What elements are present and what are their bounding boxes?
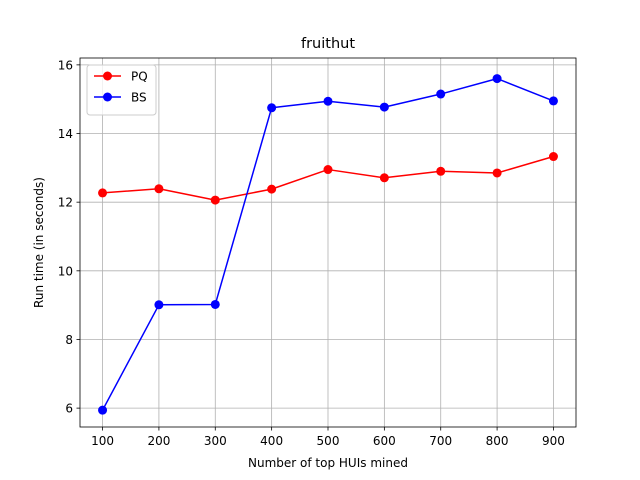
data-point-bs: [548, 96, 558, 106]
data-point-pq: [98, 188, 108, 198]
legend-item-pq: PQ: [94, 70, 148, 84]
data-point-pq: [436, 166, 446, 176]
x-tick-label: 400: [260, 434, 283, 448]
data-point-bs: [323, 96, 333, 106]
data-point-bs: [436, 89, 446, 99]
axis-ticks: 100 200 300 400 500 600 700 800 900 6 8 10 12 14 16: [58, 58, 565, 448]
legend: PQ BS: [86, 64, 157, 116]
x-axis-title: Number of top HUIs mined: [248, 456, 408, 470]
data-point-bs: [379, 102, 389, 112]
x-tick-label: 900: [542, 434, 565, 448]
data-point-pq: [379, 173, 389, 183]
x-tick-label: 200: [147, 434, 170, 448]
legend-label: PQ: [131, 70, 148, 84]
chart-title: fruithut: [301, 36, 355, 52]
data-point-pq: [267, 184, 277, 194]
data-point-bs: [98, 405, 108, 415]
x-tick-label: 500: [317, 434, 340, 448]
data-point-bs: [267, 103, 277, 113]
y-tick-label: 12: [58, 196, 73, 210]
legend-swatch-marker: [103, 92, 112, 102]
x-tick-label: 700: [429, 434, 452, 448]
data-point-pq: [548, 152, 558, 162]
legend-swatch-marker: [103, 71, 112, 81]
series-bs: [98, 74, 558, 415]
y-tick-label: 16: [58, 58, 73, 72]
plot-series: [98, 74, 558, 415]
data-point-pq: [154, 184, 164, 194]
y-tick-label: 14: [58, 127, 73, 141]
data-point-pq: [210, 195, 220, 205]
legend-label: BS: [131, 91, 147, 105]
x-tick-label: 600: [373, 434, 396, 448]
x-tick-label: 100: [91, 434, 114, 448]
data-point-bs: [210, 299, 220, 309]
data-point-pq: [323, 165, 333, 175]
data-point-bs: [154, 300, 164, 310]
gridlines: [80, 58, 576, 427]
y-tick-label: 6: [65, 402, 73, 416]
x-tick-label: 800: [486, 434, 509, 448]
legend-item-bs: BS: [94, 91, 147, 105]
y-axis-title: Run time (in seconds): [32, 177, 46, 308]
y-tick-label: 10: [58, 264, 73, 278]
data-point-pq: [492, 168, 502, 178]
y-tick-label: 8: [65, 333, 73, 347]
series-pq: [98, 152, 558, 205]
data-point-bs: [492, 74, 502, 84]
x-tick-label: 300: [204, 434, 227, 448]
